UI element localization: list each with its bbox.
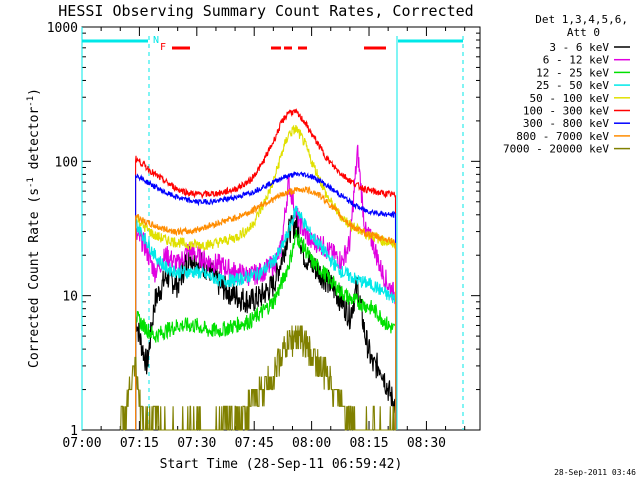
legend-header-2: Att 0 (567, 26, 600, 39)
y-tick-label: 10 (62, 290, 78, 305)
series-line-5 (135, 107, 397, 431)
x-tick-label: 07:45 (235, 436, 274, 451)
svg-text:Corrected Count Rate (s-1 dete: Corrected Count Rate (s-1 detector-1) (26, 88, 42, 368)
series-line-0 (135, 212, 397, 431)
plot-frame (81, 26, 481, 431)
y-axis-label-main: Corrected Count Rate (s (27, 188, 42, 368)
legend-label-1: 6 - 12 keV (543, 54, 610, 67)
legend-label-5: 100 - 300 keV (523, 105, 609, 118)
legend-header-1: Det 1,3,4,5,6, (535, 13, 628, 26)
x-tick-label: 07:15 (120, 436, 159, 451)
y-axis-label-exp1: -1 (26, 177, 36, 188)
chart-title: HESSI Observing Summary Count Rates, Cor… (58, 2, 473, 20)
series-lines (120, 107, 397, 431)
series-line-6 (135, 170, 397, 431)
x-axis: 07:00 07:15 07:30 07:45 08:00 08:15 08:30 (62, 27, 466, 451)
y-tick-label: 1 (70, 424, 78, 439)
y-tick-label: 1000 (47, 21, 78, 36)
legend-label-7: 800 - 7000 keV (516, 130, 609, 143)
x-tick-label: 08:30 (407, 436, 446, 451)
legend-label-2: 12 - 25 keV (536, 66, 609, 79)
y-axis-label-exp2: -1 (26, 96, 36, 107)
x-tick-label: 07:30 (177, 436, 216, 451)
y-axis: 1 10 100 1000 (47, 21, 480, 439)
series-line-8 (120, 325, 396, 431)
y-axis-label: Corrected Count Rate (s-1 detector-1) (26, 88, 42, 368)
series-line-3 (135, 205, 397, 431)
legend-label-8: 7000 - 20000 keV (503, 143, 609, 156)
x-axis-label: Start Time (28-Sep-11 06:59:42) (160, 457, 403, 472)
y-axis-label-mid: detector (27, 107, 42, 178)
series-line-2 (135, 229, 397, 431)
legend-label-3: 25 - 50 keV (536, 79, 609, 92)
marker-n: N (153, 35, 159, 46)
series-line-7 (135, 185, 397, 431)
y-tick-label: 100 (55, 155, 78, 170)
x-tick-label: 08:00 (292, 436, 331, 451)
legend-label-4: 50 - 100 keV (530, 92, 610, 105)
observing-markers: N F (81, 27, 464, 430)
legend-label-6: 300 - 800 keV (523, 117, 609, 130)
marker-f: F (160, 42, 166, 53)
x-tick-label: 07:00 (62, 436, 101, 451)
timestamp: 28-Sep-2011 03:46 (554, 468, 636, 477)
legend-label-0: 3 - 6 keV (549, 41, 609, 54)
x-tick-label: 08:15 (349, 436, 388, 451)
y-axis-label-close: ) (27, 88, 42, 96)
